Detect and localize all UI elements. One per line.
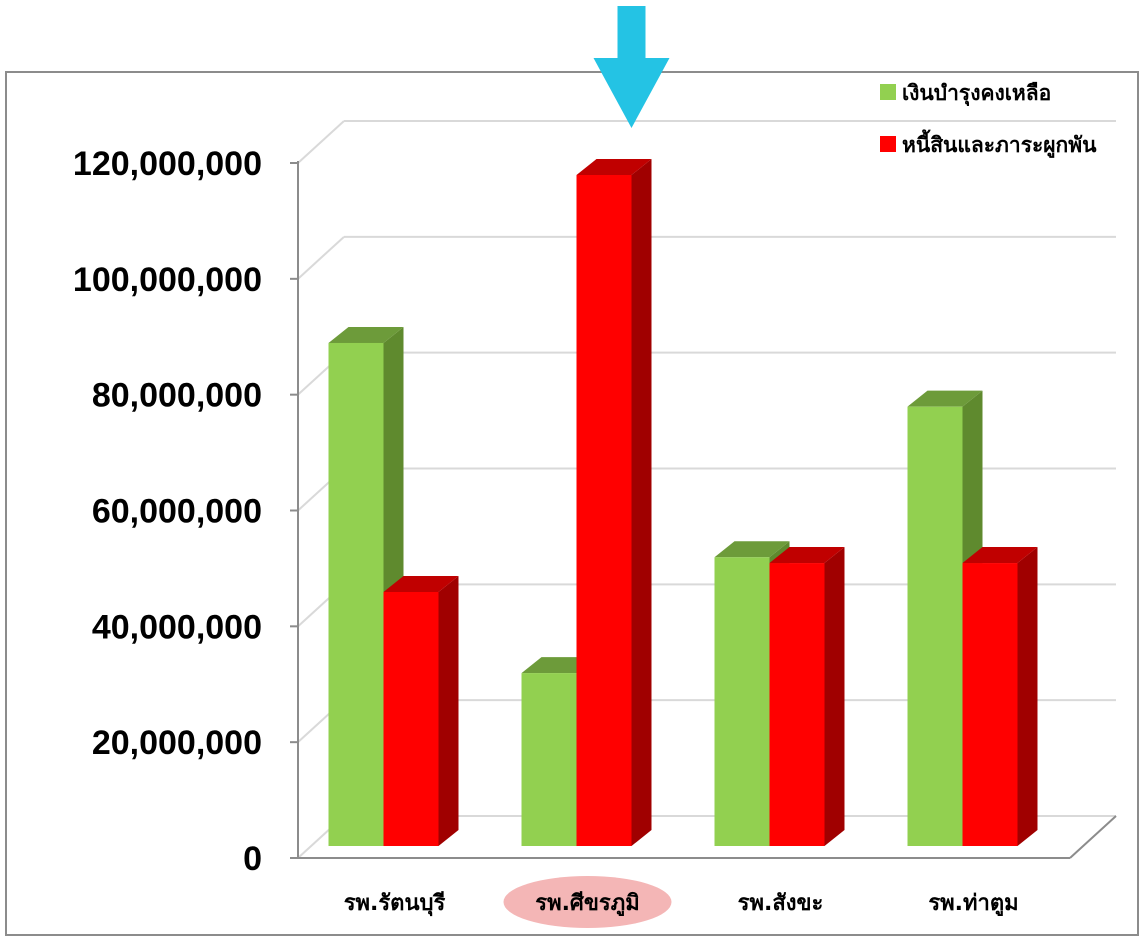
bar-1-2: [769, 547, 845, 846]
legend: เงินบำรุงคงเหลือหนี้สินและภาระผูกพัน: [880, 81, 1097, 159]
bar-side: [631, 159, 652, 846]
bar-front: [714, 557, 770, 846]
legend-label: หนี้สินและภาระผูกพัน: [902, 129, 1097, 159]
y-tick-label: 0: [243, 840, 262, 878]
y-tick-label: 20,000,000: [92, 724, 262, 762]
bar-1-3: [962, 547, 1038, 846]
gridline-wall: [297, 120, 345, 164]
bar-top: [907, 390, 983, 407]
bar-top: [769, 547, 845, 564]
x-category-label: รพ.ท่าตูม: [928, 891, 1018, 917]
bar-front: [576, 175, 632, 846]
bar-top: [383, 576, 459, 592]
legend-label: เงินบำรุงคงเหลือ: [902, 81, 1051, 107]
y-tick-label: 40,000,000: [92, 608, 262, 646]
legend-swatch: [880, 136, 896, 152]
down-arrow-icon: [593, 6, 670, 128]
arrow-shape: [593, 6, 670, 128]
bar-front: [769, 563, 825, 846]
bar-top: [576, 159, 652, 175]
x-category-label: รพ.สังขะ: [738, 891, 824, 916]
x-category-label: รพ.รัตนบุรี: [344, 891, 446, 917]
legend-swatch: [880, 84, 896, 100]
bar-top: [714, 541, 790, 558]
bar-front: [907, 406, 963, 846]
bar-1-1: [576, 159, 652, 846]
y-tick-label: 100,000,000: [73, 261, 262, 299]
x-axis-categories: รพ.รัตนบุรี รพ.ศีขรภูมิ รพ.สังขะ รพ.ท่าตูม: [344, 876, 1019, 928]
bars: [328, 159, 1038, 846]
bar-front: [328, 342, 384, 846]
floor-edge: [1069, 815, 1117, 859]
x-category-label: รพ.ศีขรภูมิ: [535, 891, 640, 917]
highlight-ellipse: [503, 876, 672, 928]
bar-side: [438, 576, 459, 846]
bar-side: [1017, 547, 1038, 846]
bar-1-0: [383, 576, 459, 846]
y-tick-label: 80,000,000: [92, 377, 262, 415]
bar-front: [962, 563, 1018, 846]
y-tick-label: 120,000,000: [73, 145, 262, 183]
bar-front: [383, 592, 439, 846]
y-axis-ticks: 0 20,000,000 40,000,000 60,000,000 80,000,00…: [73, 145, 298, 878]
y-tick-label: 60,000,000: [92, 493, 262, 531]
bar-side: [824, 547, 845, 846]
bar-top: [328, 326, 404, 343]
bar-top: [962, 547, 1038, 564]
bar-front: [521, 673, 577, 846]
gridline-wall: [297, 236, 345, 280]
